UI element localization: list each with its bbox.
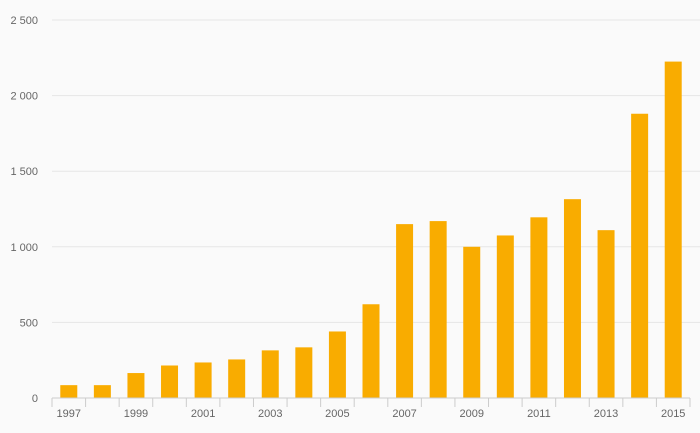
bar-2008 xyxy=(429,221,447,398)
bar-1999 xyxy=(127,373,145,398)
y-tick-label: 0 xyxy=(32,393,38,405)
bars xyxy=(60,61,682,399)
bar-2012 xyxy=(563,199,581,398)
y-tick-label: 1 500 xyxy=(10,166,38,178)
x-tick-label: 2007 xyxy=(392,408,416,420)
x-tick-label: 2001 xyxy=(191,408,215,420)
x-tick-label: 2003 xyxy=(258,408,282,420)
bar-2007 xyxy=(396,224,414,398)
bar-2013 xyxy=(597,230,615,398)
x-tick-label: 2005 xyxy=(325,408,349,420)
bar-1997 xyxy=(60,385,78,398)
x-tick-label: 2013 xyxy=(594,408,618,420)
bar-2006 xyxy=(362,304,380,398)
bar-2011 xyxy=(530,217,548,398)
bar-1998 xyxy=(93,385,111,398)
bar-2009 xyxy=(463,246,481,398)
x-tick-label: 2009 xyxy=(459,408,483,420)
x-axis xyxy=(51,397,691,407)
x-tick-label: 1999 xyxy=(124,408,148,420)
bar-2003 xyxy=(261,350,279,398)
x-axis-labels: 1997 1999 2001 2003 2005 2007 2009 2011 2013 2015 xyxy=(57,408,686,420)
bar-2015 xyxy=(664,61,682,399)
gridlines xyxy=(52,19,700,323)
bar-2001 xyxy=(194,362,212,398)
bar-2010 xyxy=(496,235,514,398)
x-tick-label: 2015 xyxy=(661,408,685,420)
bar-2004 xyxy=(295,347,313,398)
bar-2000 xyxy=(161,365,179,398)
bar-2002 xyxy=(228,359,246,398)
x-tick-label: 1997 xyxy=(57,408,81,420)
bar-2005 xyxy=(328,331,346,398)
y-tick-label: 1 000 xyxy=(10,242,38,254)
y-tick-label: 500 xyxy=(20,317,38,329)
y-tick-label: 2 500 xyxy=(10,15,38,27)
bar-2014 xyxy=(631,113,649,398)
y-axis-labels: 0 500 1 000 1 500 2 000 2 500 xyxy=(10,15,38,405)
x-tick-label: 2011 xyxy=(527,408,551,420)
y-tick-label: 2 000 xyxy=(10,91,38,103)
